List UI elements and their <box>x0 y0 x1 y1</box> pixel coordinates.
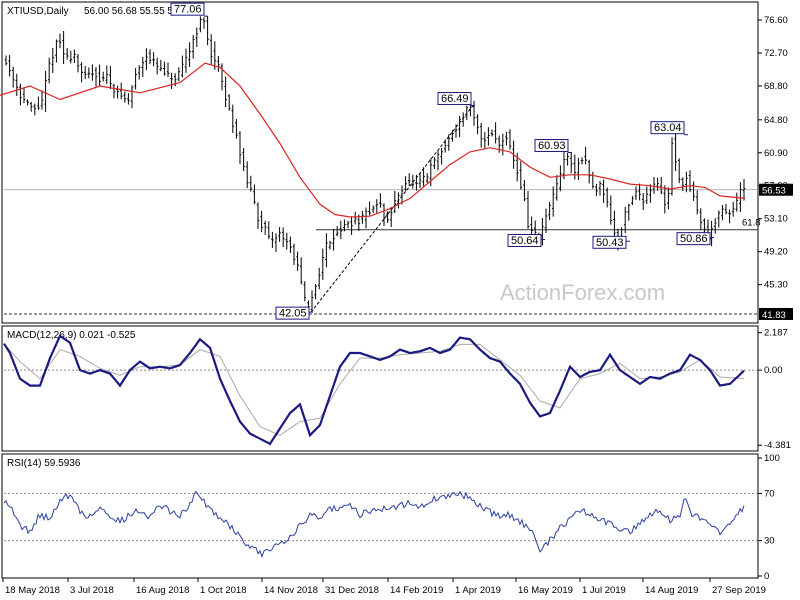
annotation-label: 63.04 <box>654 122 682 134</box>
x-tick-label: 31 Dec 2018 <box>325 585 379 596</box>
rsi-panel-frame <box>1 453 759 579</box>
annotation-label: 77.06 <box>174 4 202 16</box>
x-tick-label: 18 May 2018 <box>5 585 60 596</box>
y-tick-label: 100 <box>764 453 780 464</box>
annotation-label: 50.86 <box>680 233 708 245</box>
x-tick-label: 16 May 2019 <box>518 585 573 596</box>
x-tick-label: 1 Jul 2019 <box>582 585 626 596</box>
last-price-label: 56.53 <box>762 186 786 197</box>
annotation-box <box>437 92 472 106</box>
y-tick-label: 0.00 <box>764 365 783 376</box>
y-tick-label: 72.70 <box>764 48 788 59</box>
rsi-line <box>3 490 745 559</box>
macd-line <box>3 334 745 446</box>
bottom-line-tag <box>759 307 793 320</box>
macd-panel-frame <box>1 325 759 452</box>
annotation-box <box>592 235 627 249</box>
y-tick-label: 64.80 <box>764 115 788 126</box>
annotation-box <box>676 232 711 246</box>
annotation-label: 66.49 <box>441 93 469 105</box>
y-tick-label: 0 <box>764 571 769 582</box>
macd-title: MACD(12,26,9) 0.021 -0.525 <box>7 330 136 341</box>
y-tick-label: 2.187 <box>764 328 788 339</box>
moving-average-line <box>0 62 746 218</box>
price-panel-frame <box>1 1 759 324</box>
x-tick-label: 27 Sep 2019 <box>712 585 766 596</box>
x-tick-label: 14 Feb 2019 <box>390 585 443 596</box>
y-tick-label: 49.20 <box>764 247 788 258</box>
annotation-label: 60.93 <box>538 140 566 152</box>
x-tick-label: 3 Jul 2018 <box>70 585 114 596</box>
annotation-box <box>170 2 205 16</box>
watermark: ActionForex.com <box>500 280 665 305</box>
ohlc-readout: 56.00 56.68 55.55 56.53 <box>84 6 193 17</box>
rsi-title: RSI(14) 59.5936 <box>7 458 81 469</box>
annotation-box <box>507 234 542 248</box>
y-tick-label: 45.30 <box>764 280 788 291</box>
y-tick-label: 53.10 <box>764 214 788 225</box>
x-tick-label: 14 Aug 2019 <box>645 585 698 596</box>
annotation-label: 50.64 <box>511 235 539 247</box>
macd-panel: 2.187 0.00 -4.381 <box>3 328 791 451</box>
price-panel: 76.6072.7068.8064.8060.9057.0053.1049.20… <box>0 2 793 321</box>
annotation-box <box>534 139 569 153</box>
x-tick-label: 1 Oct 2018 <box>200 585 246 596</box>
trendline <box>310 105 474 313</box>
rsi-panel: 100 70 30 0 <box>3 453 780 582</box>
last-price-tag <box>759 183 793 196</box>
y-tick-label: 30 <box>764 536 775 547</box>
y-tick-label: 76.60 <box>764 15 788 26</box>
symbol-title: XTIUSD,Daily <box>7 6 69 17</box>
y-tick-label: 68.80 <box>764 81 788 92</box>
x-tick-label: 1 Apr 2019 <box>455 585 501 596</box>
annotation-box <box>275 306 310 320</box>
y-tick-label: 70 <box>764 488 775 499</box>
annotation-box <box>650 121 685 135</box>
x-tick-label: 16 Aug 2018 <box>136 585 189 596</box>
annotation-label: 50.43 <box>596 237 624 249</box>
support-line-label: 61.8 <box>742 218 761 229</box>
x-tick-label: 14 Nov 2018 <box>264 585 318 596</box>
annotation-label: 42.05 <box>279 308 307 320</box>
bottom-line-label: 41.83 <box>762 310 786 321</box>
x-axis: 18 May 2018 3 Jul 2018 16 Aug 2018 1 Oct 20… <box>2 578 766 596</box>
y-tick-label: -4.381 <box>764 440 791 451</box>
y-tick-label: 60.90 <box>764 148 788 159</box>
